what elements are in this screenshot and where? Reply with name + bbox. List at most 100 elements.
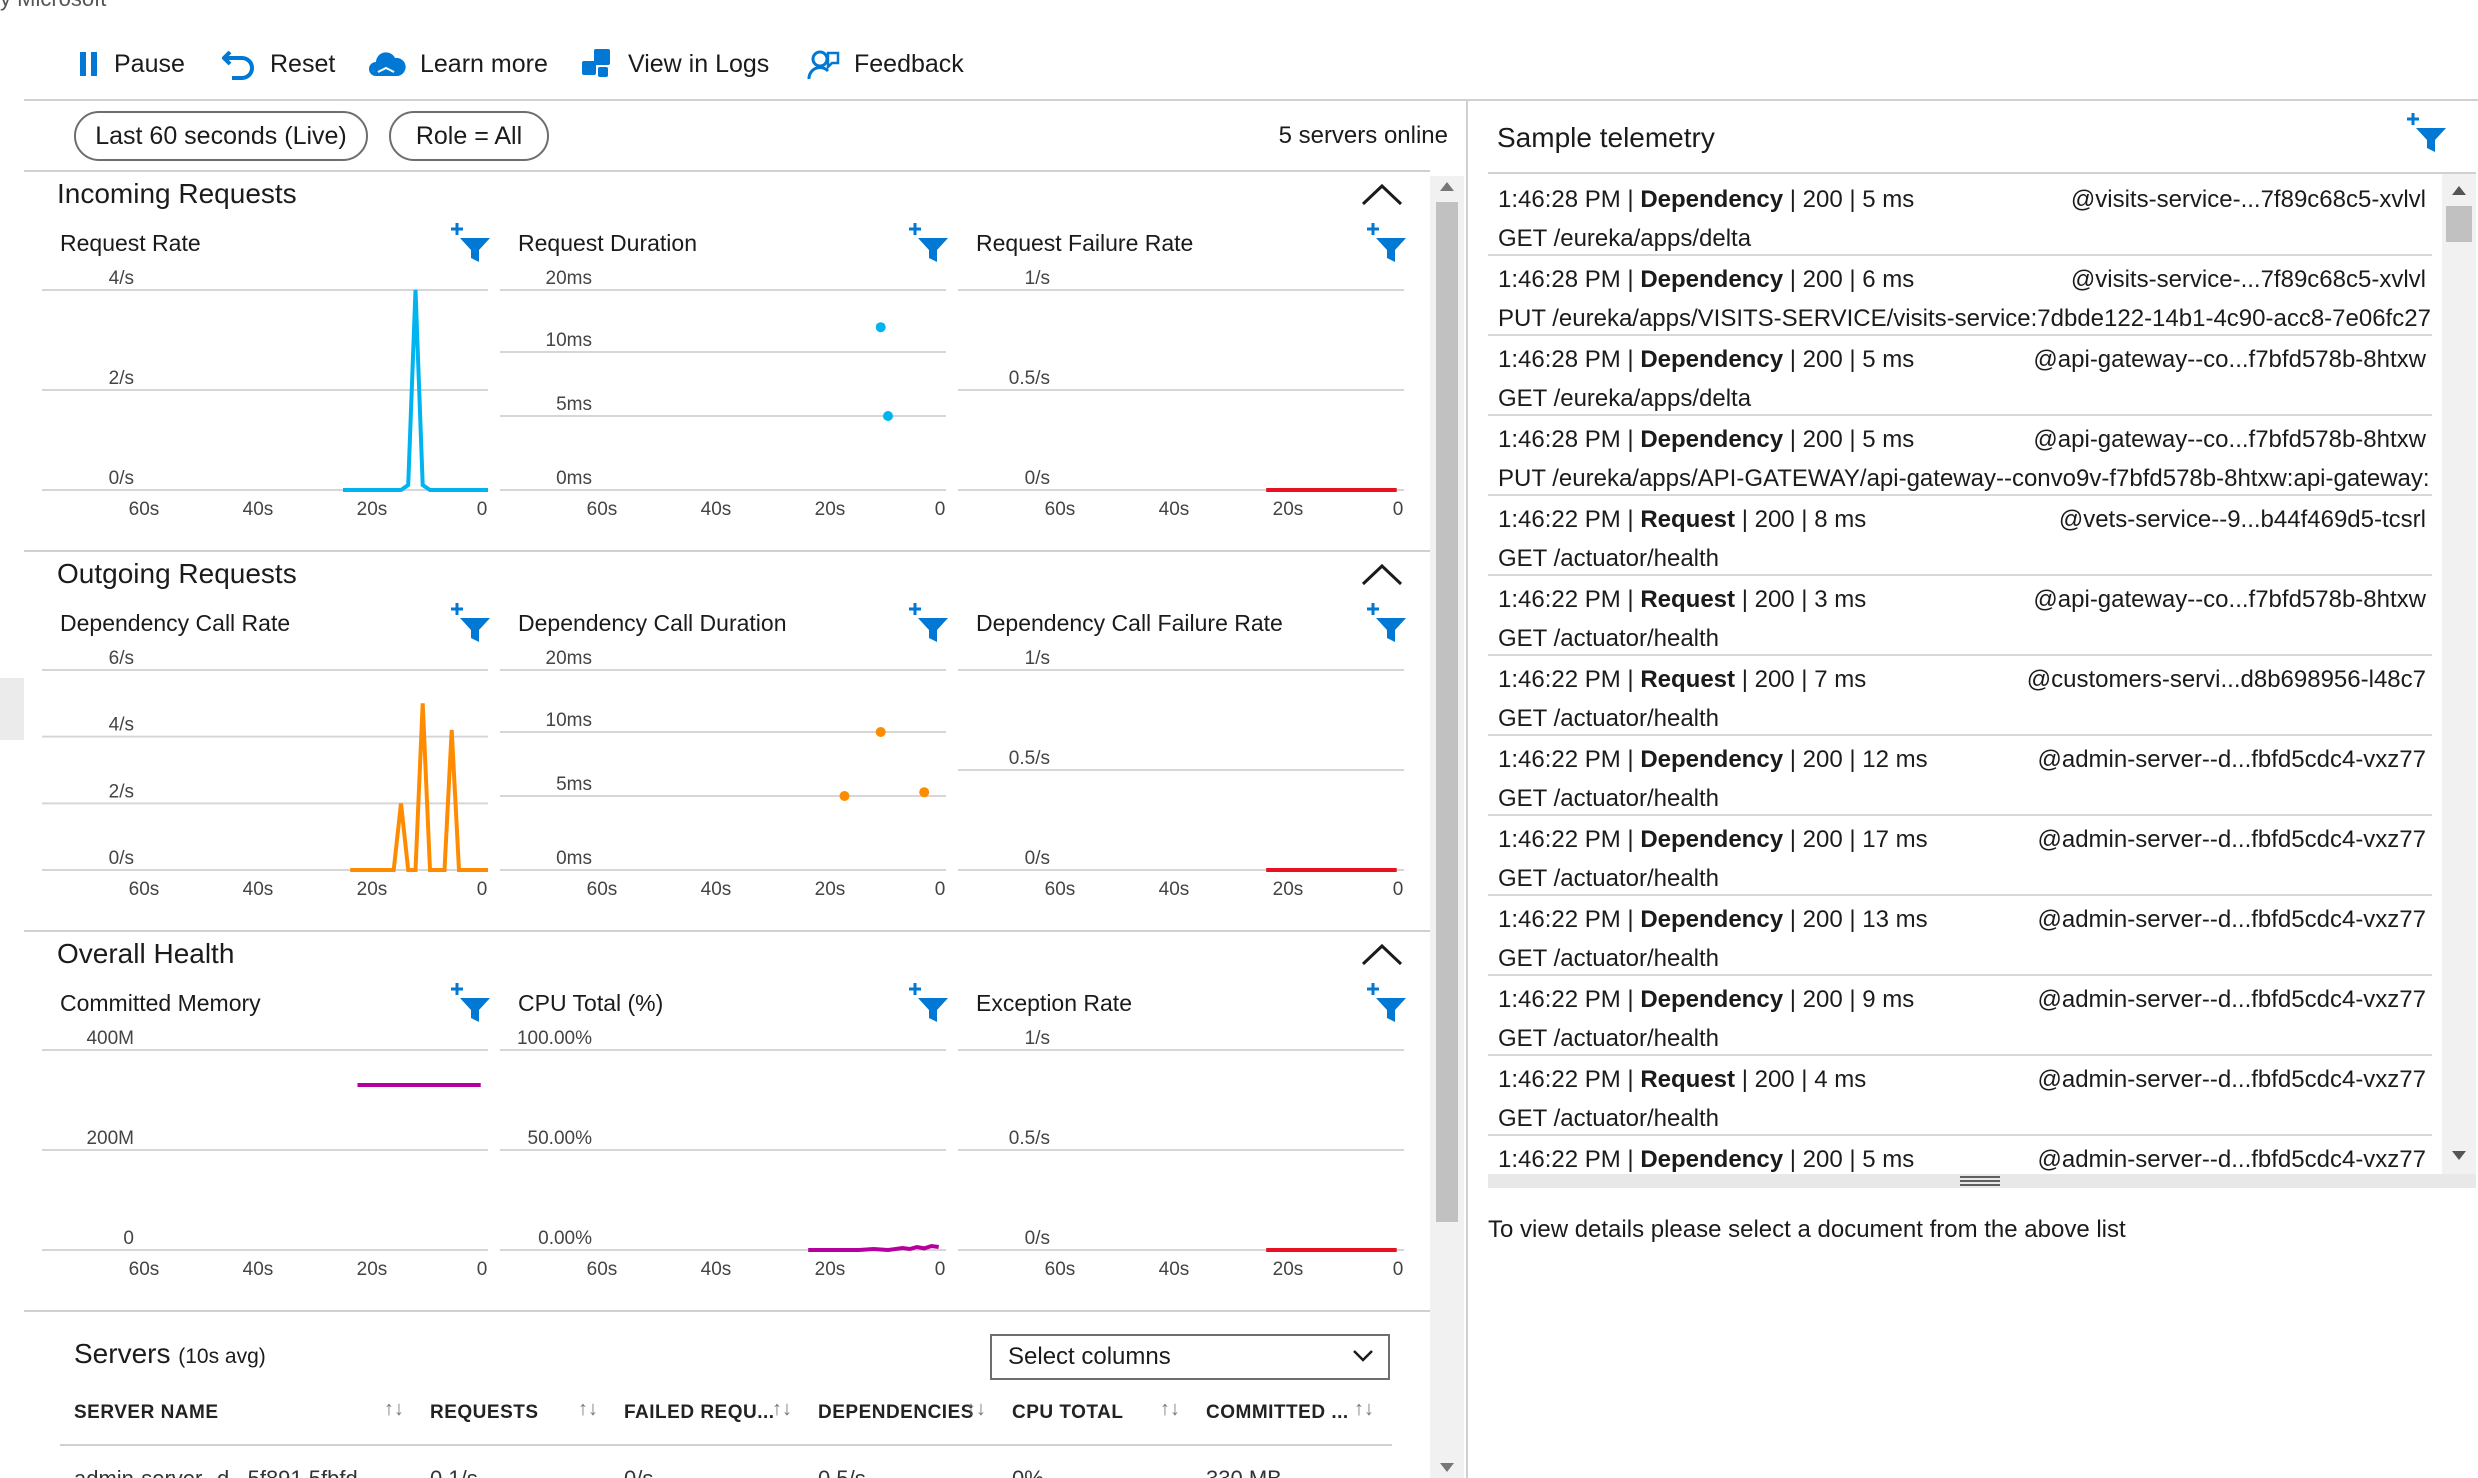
exception-rate-title: Exception Rate [976,990,1132,1016]
add-filter-icon[interactable] [906,980,952,1026]
resize-grip-icon[interactable] [1960,1176,2000,1186]
collapse-outgoing-chevron-up-icon[interactable] [1360,560,1404,590]
column-header-committed[interactable]: COMMITTED ... [1206,1402,1349,1423]
pause-button[interactable]: Pause [78,44,185,84]
telemetry-source: @admin-server--d...fbfd5cdc4-vxz77 [2037,986,2427,1013]
scroll-up-arrow-icon[interactable] [1439,180,1455,192]
telemetry-kind: Request [1640,506,1736,533]
x-tick-label: 60s [587,499,618,520]
x-tick-label: 40s [701,879,732,900]
telemetry-source: @admin-server--d...fbfd5cdc4-vxz77 [2037,1066,2427,1093]
series-line [350,703,488,872]
column-header-dependencies[interactable]: DEPENDENCIES [818,1402,974,1423]
server-row-name[interactable]: admin-server--d...5f891 5fbfd... [74,1466,376,1478]
learn-more-label: Learn more [420,49,548,78]
telemetry-source: @api-gateway--co...f7bfd578b-8htxw [2033,426,2426,453]
telemetry-item[interactable]: 1:46:22 PM | Dependency | 200 | 13 ms @ad… [1488,896,2432,976]
telemetry-operation: PUT /eureka/apps/API-GATEWAY/api-gateway… [1498,465,2430,492]
collapse-incoming-chevron-up-icon[interactable] [1360,180,1404,210]
view-in-logs-button[interactable]: View in Logs [580,44,769,84]
select-columns-label: Select columns [1008,1343,1171,1370]
telemetry-summary: 1:46:28 PM | Dependency | 200 | 5 ms [1498,426,1914,454]
x-tick-label: 40s [1159,1259,1190,1280]
telemetry-time: 1:46:28 PM | [1498,426,1634,453]
telemetry-filter-icon[interactable] [2404,110,2450,156]
learn-more-button[interactable]: Learn more [368,44,548,84]
telemetry-kind: Dependency [1640,906,1784,933]
telemetry-item[interactable]: 1:46:28 PM | Dependency | 200 | 6 ms @vis… [1488,256,2432,336]
request-rate-title: Request Rate [60,230,201,256]
x-tick-label: 0 [935,879,946,900]
y-tick-label: 0/s [1025,848,1050,869]
sample-telemetry-title: Sample telemetry [1497,122,1715,153]
brand-label: y Microsoft [0,0,106,12]
telemetry-item[interactable]: 1:46:28 PM | Dependency | 200 | 5 ms @api… [1488,416,2432,496]
y-tick-label: 400M [86,1028,134,1049]
reset-button[interactable]: Reset [222,44,335,84]
column-header-server-name[interactable]: SERVER NAME [74,1402,219,1423]
add-filter-icon[interactable] [448,220,494,266]
telemetry-scroll-thumb[interactable] [2446,206,2472,242]
telemetry-item[interactable]: 1:46:28 PM | Dependency | 200 | 5 ms @api… [1488,336,2432,416]
telemetry-item[interactable]: 1:46:28 PM | Dependency | 200 | 5 ms @vis… [1488,176,2432,256]
left-panel-scroll-thumb[interactable] [1436,202,1458,1222]
time-range-filter[interactable]: Last 60 seconds (Live) [74,111,368,161]
role-filter[interactable]: Role = All [389,111,549,161]
chart-exception-rate: 1/s 0.5/s 0/s 60s 40s 20s 0 [958,1028,1404,1280]
telemetry-operation: GET /actuator/health [1498,945,1720,972]
add-filter-icon[interactable] [906,600,952,646]
feedback-label: Feedback [854,49,964,78]
add-filter-icon[interactable] [1364,220,1410,266]
telemetry-item[interactable]: 1:46:22 PM | Dependency | 200 | 17 ms @ad… [1488,816,2432,896]
telemetry-item[interactable]: 1:46:22 PM | Dependency | 200 | 12 ms @ad… [1488,736,2432,816]
sort-icon[interactable]: ↑↓ [772,1398,792,1420]
y-tick-label: 0.00% [538,1228,592,1249]
telemetry-status: | 200 | 3 ms [1741,586,1867,613]
sort-icon[interactable]: ↑↓ [384,1398,404,1420]
add-filter-icon[interactable] [448,600,494,646]
sort-icon[interactable]: ↑↓ [1354,1398,1374,1420]
telemetry-operation: GET /actuator/health [1498,785,1720,812]
dependency-call-rate-title: Dependency Call Rate [60,610,291,636]
y-tick-label: 100.00% [517,1028,592,1049]
select-columns-dropdown[interactable]: Select columns [990,1334,1390,1380]
pause-label: Pause [114,49,185,78]
telemetry-operation: GET /eureka/apps/delta [1498,225,1752,252]
y-tick-label: 0ms [556,848,592,869]
telemetry-status: | 200 | 6 ms [1789,266,1915,293]
y-tick-label: 0ms [556,468,592,489]
add-filter-icon[interactable] [448,980,494,1026]
view-in-logs-label: View in Logs [628,49,770,78]
collapse-health-chevron-up-icon[interactable] [1360,940,1404,970]
telemetry-item[interactable]: 1:46:22 PM | Dependency | 200 | 5 ms @adm… [1488,1136,2432,1178]
column-header-failed-requests[interactable]: FAILED REQU... [624,1402,775,1423]
server-row-requests: 0.1/s [430,1466,478,1478]
scroll-up-arrow-icon[interactable] [2451,184,2467,196]
telemetry-status: | 200 | 13 ms [1789,906,1928,933]
column-header-requests[interactable]: REQUESTS [430,1402,539,1423]
add-filter-icon[interactable] [1364,600,1410,646]
column-header-cpu-total[interactable]: CPU TOTAL [1012,1402,1124,1423]
left-edge-tab[interactable] [0,678,24,740]
scroll-down-arrow-icon[interactable] [1439,1462,1455,1474]
x-tick-label: 0 [1393,1259,1404,1280]
y-tick-label: 6/s [109,648,134,669]
sort-icon[interactable]: ↑↓ [578,1398,598,1420]
telemetry-item[interactable]: 1:46:22 PM | Request | 200 | 8 ms @vets-s… [1488,496,2432,576]
telemetry-kind: Dependency [1640,186,1784,213]
telemetry-item[interactable]: 1:46:22 PM | Request | 200 | 4 ms @admin-… [1488,1056,2432,1136]
telemetry-scrollbar[interactable] [2442,174,2476,1174]
sort-icon[interactable]: ↑↓ [966,1398,986,1420]
add-filter-icon[interactable] [906,220,952,266]
add-filter-icon[interactable] [1364,980,1410,1026]
telemetry-item[interactable]: 1:46:22 PM | Dependency | 200 | 9 ms @adm… [1488,976,2432,1056]
feedback-button[interactable]: Feedback [806,44,964,84]
telemetry-item[interactable]: 1:46:22 PM | Request | 200 | 7 ms @custom… [1488,656,2432,736]
telemetry-item[interactable]: 1:46:22 PM | Request | 200 | 3 ms @api-ga… [1488,576,2432,656]
scroll-down-arrow-icon[interactable] [2451,1150,2467,1162]
y-tick-label: 0/s [109,848,134,869]
telemetry-time: 1:46:22 PM | [1498,986,1634,1013]
x-tick-label: 40s [243,879,274,900]
sort-icon[interactable]: ↑↓ [1160,1398,1180,1420]
x-tick-label: 20s [815,879,846,900]
